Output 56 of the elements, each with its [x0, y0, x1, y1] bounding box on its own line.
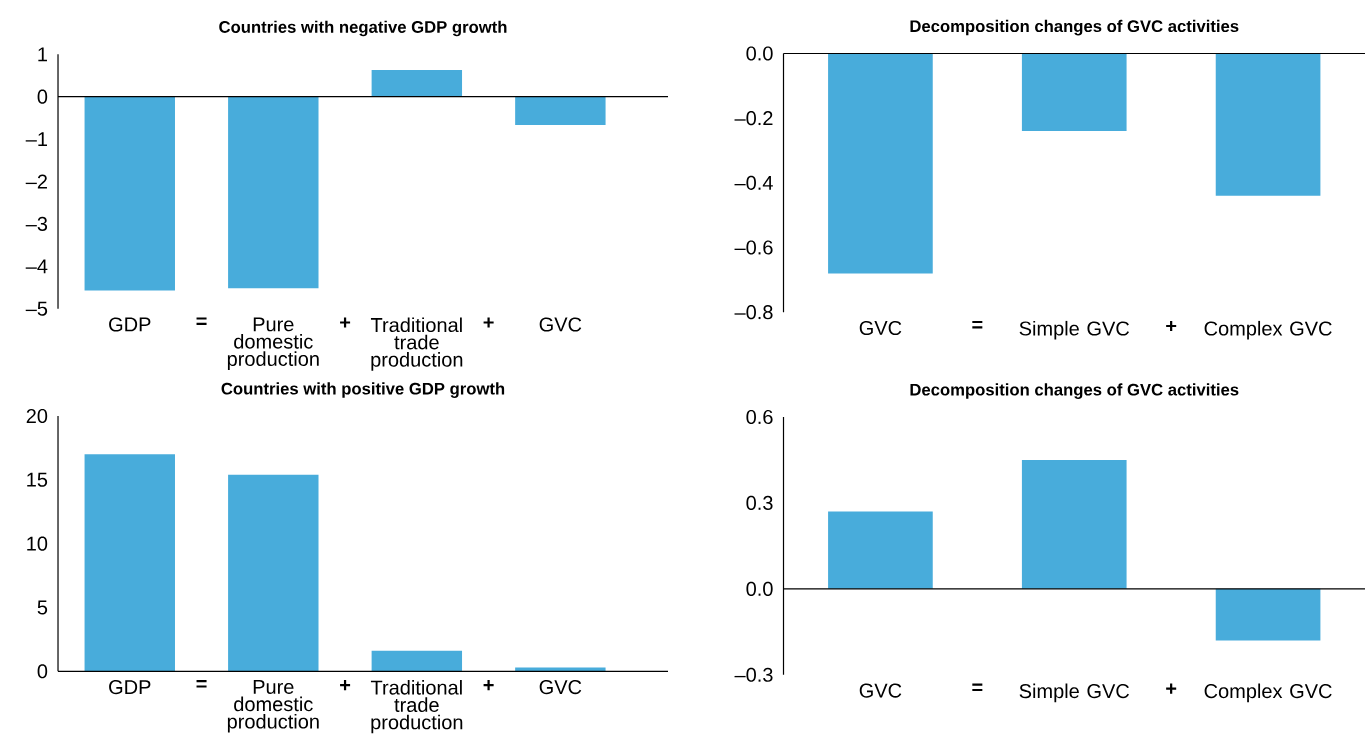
text: +	[1166, 320, 1177, 332]
text: +	[340, 679, 351, 691]
text: +	[340, 317, 351, 328]
y-tick-label: 0.3	[746, 495, 773, 510]
text: =	[972, 683, 983, 692]
y-tick-label: 1	[38, 47, 47, 62]
y-tick-label: 20	[26, 408, 48, 424]
x-tick-label: GVC	[539, 679, 582, 695]
bar	[515, 667, 606, 672]
x-tick-label: Pure domestic production	[227, 679, 319, 733]
y-tick-label: 0	[37, 664, 48, 679]
y-tick-label: 5	[37, 600, 48, 615]
y-tick-label: –0.8	[734, 305, 773, 320]
y-tick-label: –0.2	[734, 111, 773, 126]
x-tick-label: Pure domestic production	[227, 317, 319, 370]
x-tick-label: Traditional trade production	[370, 317, 463, 371]
text: =	[196, 317, 207, 325]
text: +	[1166, 683, 1177, 694]
y-tick-label: 0.0	[746, 581, 773, 596]
x-tick-label: Simple GVC	[1019, 683, 1130, 703]
y-tick-label: 0	[37, 89, 48, 104]
chart-title: Countries with negative GDP growth	[219, 20, 507, 37]
y-tick-label: –3	[25, 216, 48, 231]
text: +	[483, 317, 494, 328]
text: =	[972, 320, 983, 329]
bar	[828, 511, 933, 589]
y-tick-label: –2	[25, 174, 47, 189]
y-tick-label: –0.4	[734, 175, 773, 190]
y-tick-label: 10	[27, 536, 48, 551]
x-tick-label: GDP	[109, 679, 151, 695]
x-tick-label: GVC	[859, 683, 902, 698]
y-tick-label: –1	[25, 132, 47, 146]
chart-title: Decomposition changes of GVC activities	[910, 383, 1239, 399]
y-tick-label: –5	[25, 301, 48, 316]
bar	[228, 474, 319, 672]
x-tick-label: Complex GVC	[1204, 683, 1332, 703]
x-tick-label: Traditional trade production	[370, 679, 463, 734]
x-tick-label: Complex GVC	[1204, 320, 1332, 340]
y-tick-label: 0.0	[746, 46, 773, 61]
x-tick-label: GDP	[109, 317, 151, 332]
text: +	[483, 679, 494, 691]
x-tick-label: GVC	[859, 320, 902, 336]
y-tick-label: –0.6	[734, 240, 773, 255]
chart-title: Decomposition changes of GVC activities	[910, 19, 1239, 36]
y-tick-label: –0.3	[734, 667, 773, 682]
bar	[371, 650, 463, 672]
x-tick-label: GVC	[539, 317, 582, 332]
y-tick-label: –4	[25, 259, 48, 274]
y-tick-label: 15	[27, 472, 48, 487]
chart-title: Countries with positive GDP growth	[221, 382, 505, 398]
text: =	[196, 680, 207, 688]
x-tick-label: Simple GVC	[1019, 320, 1130, 340]
y-tick-label: 0.6	[746, 409, 773, 425]
bar	[1021, 459, 1127, 589]
bar	[1215, 588, 1321, 641]
bar	[84, 454, 175, 672]
